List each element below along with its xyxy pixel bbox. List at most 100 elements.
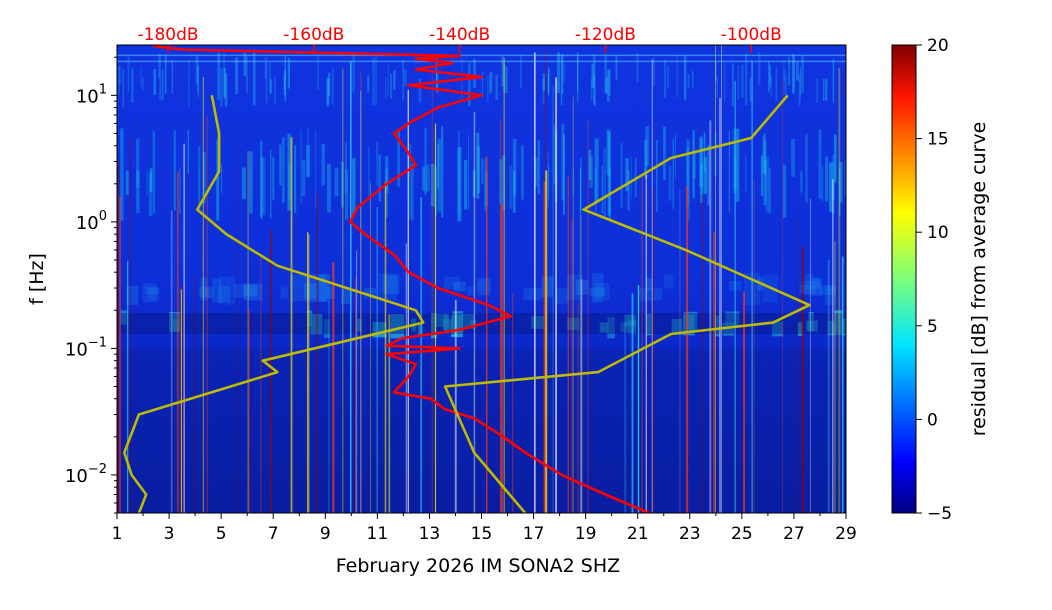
spectrogram-streak [345,169,348,220]
spectrogram-transient [328,300,330,513]
spectrogram-streak [153,68,156,96]
spectrogram-streak [725,311,739,326]
spectrogram-transient [545,170,548,513]
spectrogram-streak [473,58,476,88]
spectrogram-streak [352,53,355,93]
spectrogram-streak [729,280,742,291]
spectrogram-streak [287,133,291,211]
spectrogram-streak [489,71,493,93]
spectrogram-streak [288,163,291,201]
spectrogram-streak [131,68,134,103]
spectrogram-transient [431,75,433,513]
spectrogram-streak [576,52,579,92]
spectrogram-transient [420,197,422,513]
spectrogram-streak [243,284,258,297]
spectrogram-streak [217,52,221,100]
x-tick-label: 17 [523,524,545,544]
spectrogram-streak [833,134,837,183]
spectrogram-streak [811,277,823,296]
spectrogram-transient [641,177,643,513]
spectrogram-streak [468,134,470,211]
spectrogram-streak [243,52,247,76]
spectrogram-transient [194,276,196,513]
spectrogram-streak [735,128,740,202]
spectrogram-streak [620,143,623,208]
spectrogram-streak [561,124,565,201]
spectrogram-transient [503,58,505,513]
spectrogram-transient [181,284,184,513]
spectrogram-streak [306,274,327,302]
spectrogram-streak [687,140,690,220]
spectrogram-streak [799,285,816,294]
series-line-nlnm [123,95,425,513]
spectrogram-streak [173,319,180,332]
spectrogram-streak [818,129,822,200]
spectrogram-transient [316,192,318,513]
spectrogram-transient [407,89,409,513]
spectrogram-streak [741,64,744,98]
spectrogram-streak [644,139,648,179]
spectrogram-transient [637,285,640,513]
spectrogram-transient [370,183,371,513]
spectrogram-streak [788,57,791,86]
spectrogram-streak [328,72,331,96]
spectrogram-streak [667,65,670,88]
spectrogram-streak [307,127,309,176]
spectrogram-streak [823,78,825,102]
y-axis: 10−2 10−1 100 101 [65,56,117,514]
x-tick-label: 3 [164,524,175,544]
spectrogram-streak [127,56,130,92]
spectrogram-transient [581,217,583,513]
spectrogram-streak [728,130,730,212]
spectrogram-streak [200,277,208,301]
spectrogram-streak [269,79,273,94]
spectrogram-streak [145,286,159,295]
colorbar-tick-label: 15 [927,130,949,150]
spectrogram-streak [126,285,139,305]
spectrogram-transient [454,300,457,513]
spectrogram-streak [468,63,471,107]
spectrogram-streak [300,130,302,204]
spectrogram-streak [520,54,522,89]
spectrogram-streak [808,312,814,332]
spectrogram-transient [170,210,173,513]
y-tick-label: 10−1 [65,335,107,360]
spectrogram-streak [672,139,674,209]
spectrogram-streak [195,54,199,84]
spectrogram-streak [457,147,462,222]
spectrogram-streak [646,277,653,291]
spectrogram-streak [842,318,846,336]
spectrogram-streak [169,311,180,333]
spectrogram-streak [541,276,553,298]
spectrogram-streak [799,66,801,97]
spectrogram-streak [378,155,381,202]
spectrogram-streak [120,310,127,325]
spectrogram-streak [825,156,829,202]
spectrogram-streak [791,138,795,177]
spectrogram-streak [686,139,689,190]
spectrogram-streak [219,276,236,305]
spectrogram-streak [796,61,799,81]
spectrogram-streak [839,162,843,203]
spectrogram-streak [437,138,442,212]
spectrogram-streak [580,158,582,212]
spectrogram-streak [289,274,308,302]
spectrogram-streak [188,59,190,107]
spectrogram-streak [668,166,672,201]
spectrogram-streak [341,162,344,208]
spectrogram-streak [703,157,707,195]
spectrogram-streak [505,66,508,93]
spectrogram-streak [620,322,630,333]
spectrogram-streak [563,63,565,82]
spectrogram-streak [548,68,550,96]
spectrogram-streak [604,54,607,93]
spectrogram-transient [624,321,627,513]
spectrogram-streak [827,320,835,336]
spectrogram-streak [223,67,226,99]
spectrogram-transient [567,176,569,513]
spectrogram-transient [308,234,310,513]
spectrogram-streak [805,134,808,203]
y-tick-label: 10−2 [65,462,107,487]
spectrogram-streak [820,285,837,295]
top-db-axis: -180dB -160dB -140dB -120dB -100dB [138,25,782,53]
